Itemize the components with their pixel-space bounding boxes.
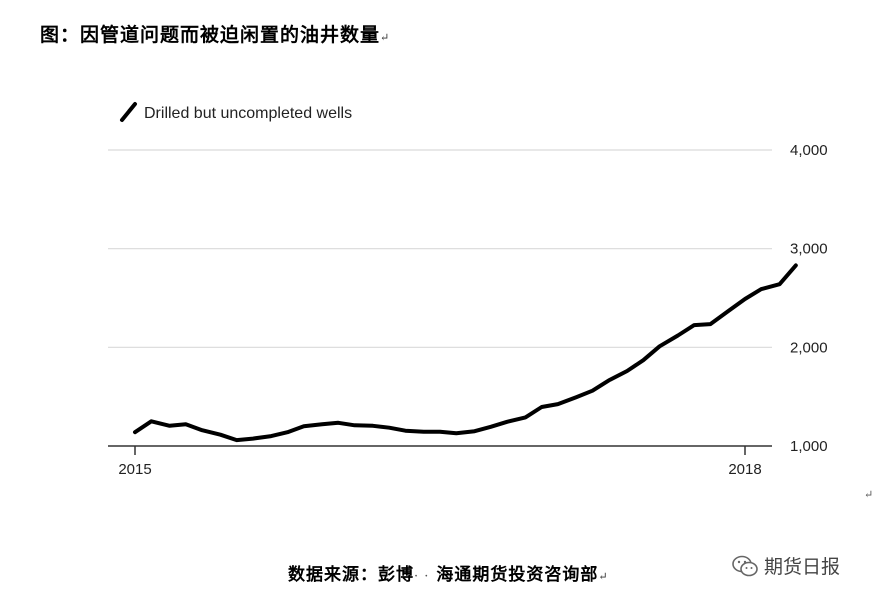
y-ticks: 1,000 2,000 3,000 4,000 bbox=[790, 142, 828, 455]
y-tick-label: 2,000 bbox=[790, 339, 828, 356]
x-tick-label: 2015 bbox=[118, 461, 151, 478]
source-org: 海通期货投资咨询部 bbox=[436, 565, 599, 585]
y-tick-label: 1,000 bbox=[790, 438, 828, 455]
source-note: 数据来源：彭博· · 海通期货投资咨询部↵ bbox=[288, 560, 609, 585]
x-tick-label: 2018 bbox=[728, 461, 761, 478]
legend-label: Drilled but uncompleted wells bbox=[144, 105, 352, 122]
source-dots: · · bbox=[414, 569, 430, 584]
watermark-text: 期货日报 bbox=[764, 556, 841, 578]
watermark: 期货日报 bbox=[732, 552, 840, 579]
legend: Drilled but uncompleted wells bbox=[120, 102, 352, 122]
y-tick-label: 3,000 bbox=[790, 241, 828, 258]
figure-title-text: 图：因管道问题而被迫闲置的油井数量 bbox=[40, 24, 381, 46]
return-mark-side: ↵ bbox=[864, 488, 874, 501]
chart-grid bbox=[108, 149, 772, 348]
return-mark: ↵ bbox=[380, 31, 391, 44]
legend-swatch bbox=[120, 102, 137, 122]
figure-title: 图：因管道问题而被迫闲置的油井数量↵ bbox=[40, 20, 390, 47]
source-return-mark: ↵ bbox=[598, 570, 609, 583]
x-ticks: 2015 2018 bbox=[118, 446, 762, 478]
source-label: 数据来源：彭博 bbox=[288, 565, 414, 585]
series-line-dug-wells bbox=[133, 263, 798, 443]
wechat-icon bbox=[732, 555, 758, 576]
y-tick-label: 4,000 bbox=[790, 142, 828, 159]
